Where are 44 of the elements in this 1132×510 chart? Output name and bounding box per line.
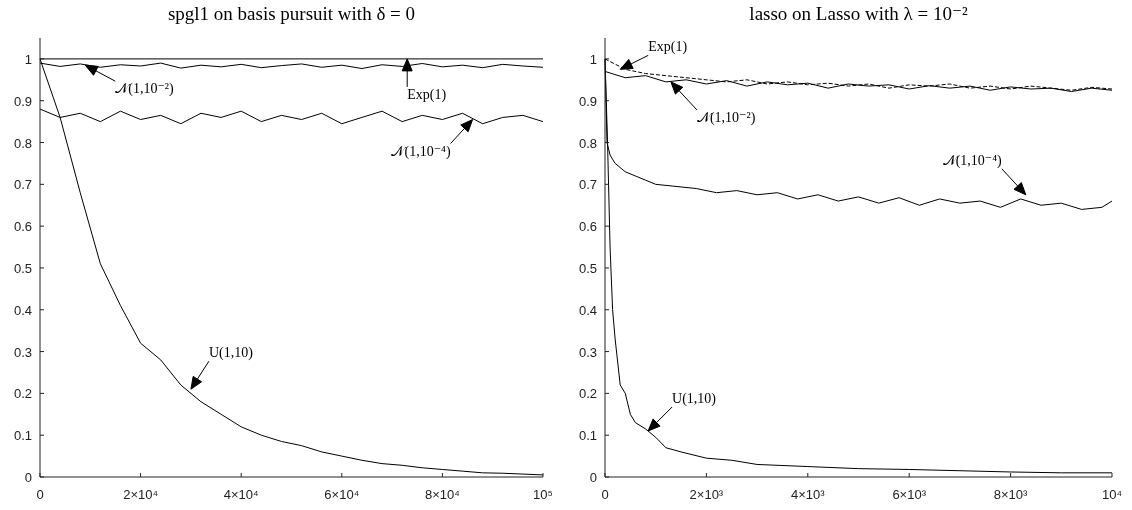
y-tick-label: 0 xyxy=(589,470,597,485)
x-tick-label: 2×10³ xyxy=(689,487,724,502)
annotation: 𝒩(1,10⁻⁴) xyxy=(942,152,1003,169)
y-tick-label: 0.6 xyxy=(578,219,597,235)
x-tick-label: 10⁴ xyxy=(1101,487,1123,502)
y-tick-label: 0.5 xyxy=(578,260,597,276)
y-tick-label: 0.6 xyxy=(13,219,32,235)
y-tick-label: 0.4 xyxy=(578,302,597,318)
y-tick-label: 0.2 xyxy=(578,386,597,402)
y-tick-label: 0.3 xyxy=(578,344,597,360)
chart-title: spgl1 on basis pursuit with δ = 0 xyxy=(167,3,416,24)
y-tick-label: 0.9 xyxy=(578,93,597,109)
x-tick-label: 6×10⁴ xyxy=(324,487,360,502)
x-tick-label: 4×10³ xyxy=(790,487,826,502)
y-tick-label: 0.2 xyxy=(13,386,32,402)
y-tick-label: 0.8 xyxy=(578,135,597,151)
y-tick-label: 0.3 xyxy=(13,344,32,360)
y-tick-label: 0.9 xyxy=(13,93,32,109)
annotation: Exp(1) xyxy=(407,86,447,103)
annotation: 𝒩(1,10⁻²) xyxy=(115,81,175,98)
x-tick-label: 8×10⁴ xyxy=(424,487,460,502)
y-tick-label: 0 xyxy=(24,470,32,485)
x-tick-label: 4×10⁴ xyxy=(223,487,259,502)
annotation: Exp(1) xyxy=(648,39,688,56)
y-tick-label: 0.1 xyxy=(578,428,597,444)
x-tick-label: 10⁵ xyxy=(533,487,553,502)
y-tick-label: 0.4 xyxy=(13,302,32,318)
y-tick-label: 0.8 xyxy=(13,135,32,151)
y-tick-label: 0.5 xyxy=(13,260,32,276)
annotation: U(1,10) xyxy=(672,391,717,408)
x-tick-label: 6×10³ xyxy=(892,487,927,502)
chart-title: lasso on Lasso with λ = 10⁻² xyxy=(749,3,968,24)
x-tick-label: 8×10³ xyxy=(993,487,1029,502)
y-tick-label: 0.7 xyxy=(13,177,32,193)
y-tick-label: 0.1 xyxy=(13,428,32,444)
annotation: 𝒩(1,10⁻²) xyxy=(696,109,756,126)
x-tick-label: 2×10⁴ xyxy=(123,487,159,502)
y-tick-label: 1 xyxy=(24,51,32,67)
x-tick-label: 0 xyxy=(601,487,609,502)
y-tick-label: 1 xyxy=(589,51,597,67)
annotation: 𝒩(1,10⁻⁴) xyxy=(391,143,451,160)
annotation: U(1,10) xyxy=(208,345,254,362)
x-tick-label: 0 xyxy=(36,487,44,502)
y-tick-label: 0.7 xyxy=(578,177,597,193)
